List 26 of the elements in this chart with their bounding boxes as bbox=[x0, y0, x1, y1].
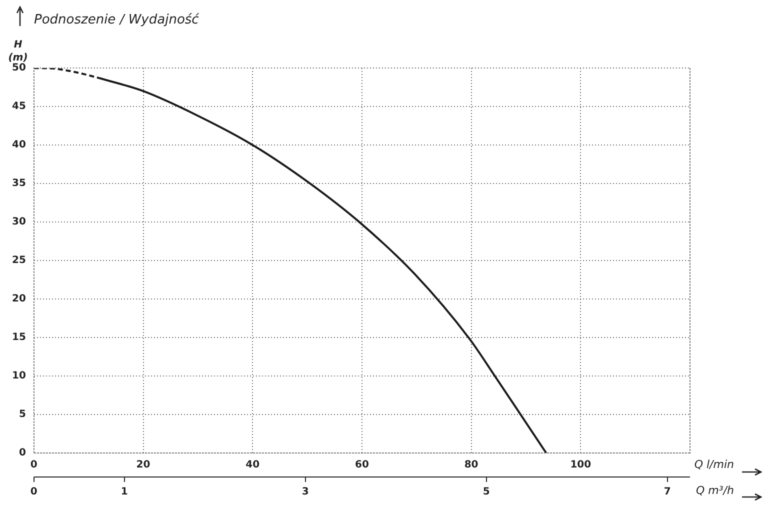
y-tick-label: 30 bbox=[12, 216, 26, 228]
y-tick-label: 50 bbox=[12, 62, 26, 74]
x-tick-label: 40 bbox=[246, 460, 260, 471]
x2-tick-label: 3 bbox=[302, 486, 309, 498]
y-tick-label: 35 bbox=[12, 178, 26, 190]
y-tick-label: 45 bbox=[12, 101, 26, 112]
x-tick-label: 80 bbox=[464, 460, 478, 471]
x2-tick-label: 1 bbox=[120, 486, 128, 498]
x-axis-title: Q l/min bbox=[694, 458, 734, 471]
y-tick-label: 25 bbox=[12, 255, 26, 266]
y-tick-label: 15 bbox=[12, 332, 26, 344]
x-tick-label: 20 bbox=[136, 460, 150, 471]
y-tick-label: 20 bbox=[12, 294, 26, 305]
y-axis-title: H (m) bbox=[8, 40, 28, 64]
x-tick-label: 60 bbox=[354, 460, 369, 471]
y-tick-label: 0 bbox=[18, 448, 26, 459]
chart-title: Podnoszenie / Wydajność bbox=[34, 12, 200, 28]
y-tick-label: 5 bbox=[18, 409, 26, 420]
x2-axis-title: Q m³/h bbox=[696, 484, 734, 497]
x2-tick-label: 5 bbox=[482, 486, 490, 498]
x2-tick-label: 0 bbox=[30, 486, 38, 498]
y-tick-label: 40 bbox=[12, 140, 26, 151]
x-tick-label: 100 bbox=[570, 460, 592, 471]
x2-tick-label: 7 bbox=[664, 486, 671, 498]
x-tick-label: 0 bbox=[30, 460, 38, 471]
y-tick-label: 10 bbox=[12, 370, 26, 382]
